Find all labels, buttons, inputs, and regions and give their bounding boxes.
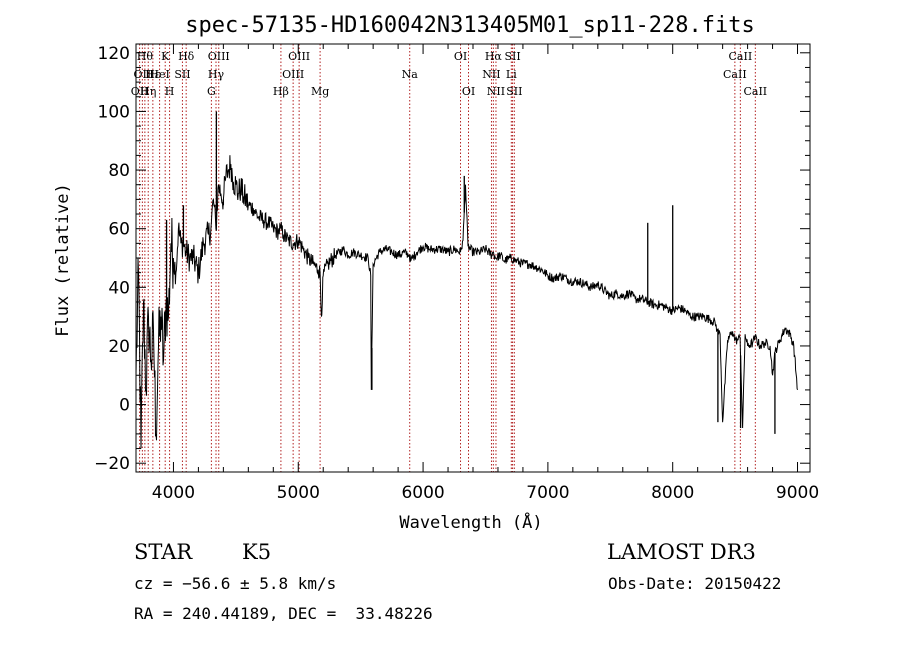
line-marker-label: Hθ [137,50,154,63]
y-axis-label: Flux (relative) [53,183,73,337]
line-marker-label: OIII [208,50,230,63]
line-marker-label: Hδ [178,50,195,63]
x-axis-label: Wavelength (Å) [399,511,542,533]
line-marker-label: NII [482,68,500,81]
spectrum-series-line [135,155,798,449]
y-tick-label: 80 [108,161,130,181]
line-marker-label: NII [487,85,505,98]
object-subclass: K5 [242,540,272,564]
line-marker-label: Na [402,68,419,81]
line-marker-label: OII [134,68,152,81]
line-marker-label: Mg [311,85,329,98]
line-marker-label: CaII [729,50,753,63]
y-tick-label: 40 [108,278,130,298]
line-marker-label: Hβ [273,85,289,98]
axis-ticks: 4000 5000 6000 7000 8000 9000 −20 0 20 40 60 80 100 1… [94,44,819,503]
line-marker-label: OIII [288,50,310,63]
y-tick-label: 0 [119,396,130,416]
sky-coordinates: RA = 240.44189, DEC = 33.48226 [134,604,433,623]
line-marker-label: CaII [723,68,747,81]
x-tick-label: 9000 [776,483,819,503]
chart-title: spec-57135-HD160042N313405M01_sp11-228.f… [185,13,755,38]
line-marker-label: G [207,85,216,98]
x-tick-label: 8000 [651,483,694,503]
object-class: STAR [134,540,193,564]
line-marker-label: SII [504,50,520,63]
y-tick-label: 100 [98,102,130,122]
y-tick-label: 60 [108,220,130,240]
line-marker-label: Li [506,68,517,81]
line-marker-label: H [165,85,175,98]
x-tick-label: 7000 [526,483,569,503]
spectrum-spikes [165,111,776,434]
line-marker-label: Hη [140,85,156,98]
line-marker-label: SII [174,68,190,81]
y-tick-label: 120 [98,44,130,64]
line-marker-label: K [161,50,170,63]
line-marker-label: Hγ [208,68,225,81]
plot-frame [135,43,811,473]
line-marker-label: OI [462,85,475,98]
line-marker-label: Hα [485,50,503,63]
survey-name: LAMOST DR3 [607,540,756,564]
x-tick-label: 4000 [152,483,195,503]
line-markers [139,44,756,472]
redshift-value: cz = −56.6 ± 5.8 km/s [134,574,337,593]
line-marker-label: Hε [145,68,161,81]
y-tick-label: −20 [94,454,130,474]
line-marker-label: OIII [282,68,304,81]
x-tick-label: 5000 [277,483,320,503]
line-marker-label: SII [506,85,522,98]
line-marker-label: HeI [149,68,169,81]
y-tick-label: 20 [108,337,130,357]
x-tick-label: 6000 [401,483,444,503]
observation-date: Obs-Date: 20150422 [608,574,782,593]
line-marker-label: CaII [743,85,767,98]
line-marker-label: OII [131,85,149,98]
line-marker-label: OI [454,50,467,63]
